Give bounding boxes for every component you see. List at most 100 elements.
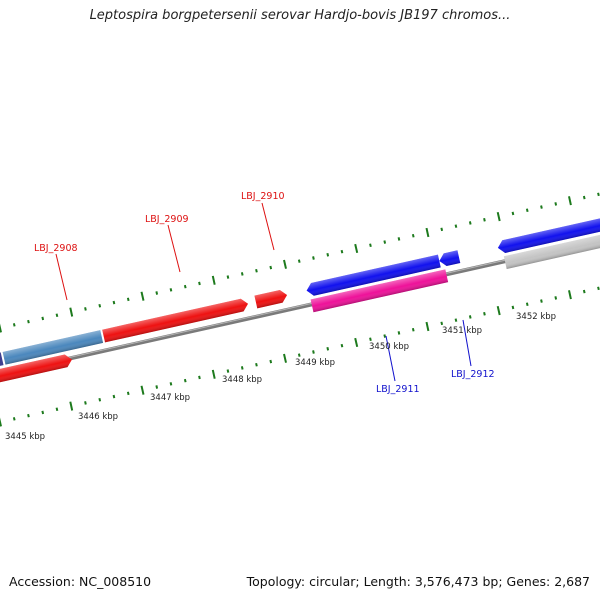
outer-scale-tick	[255, 268, 258, 273]
tick-label-3450: 3450 kbp	[369, 342, 409, 352]
inner-scale-tick	[326, 346, 330, 351]
inner-scale-tick	[525, 302, 529, 307]
outer-scale-tick	[425, 227, 430, 238]
outer-scale-tick	[468, 221, 472, 225]
tick-label-3449: 3449 kbp	[295, 358, 335, 368]
gene-blue-right[interactable]	[496, 212, 600, 254]
outer-scale-tick	[283, 259, 287, 269]
outer-scale-tick	[568, 196, 572, 206]
gene-label-lbj-2912[interactable]: LBJ_2912	[451, 369, 495, 380]
inner-scale-tick	[183, 378, 187, 383]
outer-scale-tick	[126, 297, 130, 302]
outer-scale-tick	[440, 227, 444, 232]
gene-lbj-2908[interactable]	[2, 330, 104, 365]
reverse-track	[305, 212, 600, 313]
outer-scale-tick	[511, 211, 515, 216]
outer-scale-tick	[483, 217, 486, 222]
inner-scale-tick	[568, 290, 572, 300]
gene-lbj-2912[interactable]	[438, 250, 461, 267]
outer-scale-tick	[55, 313, 59, 318]
tick-label-3448: 3448 kbp	[222, 375, 262, 385]
outer-scale-tick	[211, 275, 216, 285]
outer-scale-tick	[0, 323, 2, 333]
inner-scale-tick	[283, 353, 287, 363]
outer-scale-tick	[525, 208, 529, 213]
inner-scale-tick	[496, 305, 501, 316]
inner-scale-tick	[383, 334, 387, 338]
outer-scale-tick	[582, 195, 586, 200]
inner-scale-tick	[169, 382, 173, 386]
feature-grey-right[interactable]	[503, 227, 600, 269]
inner-scale-tick	[255, 362, 258, 367]
gene-lbj-2910[interactable]	[254, 289, 288, 309]
gene-lbj-2911[interactable]	[310, 269, 449, 313]
genome-summary-text: Topology: circular; Length: 3,576,473 bp…	[246, 574, 590, 589]
inner-scale-tick	[411, 327, 415, 332]
inner-scale-tick	[41, 410, 45, 415]
outer-scale-tick	[27, 319, 30, 324]
outer-scale-tick	[496, 211, 501, 222]
outer-scale-tick	[269, 265, 273, 270]
inner-scale-tick	[198, 375, 201, 380]
inner-scale-tick	[0, 417, 2, 427]
gene-label-lbj-2909[interactable]: LBJ_2909	[145, 214, 189, 225]
gene-fwd-red-left[interactable]	[0, 353, 73, 389]
outer-scale-tick	[597, 192, 600, 197]
outer-scale-tick	[326, 252, 330, 257]
inner-scale-tick	[540, 299, 543, 303]
outer-scale-tick	[340, 249, 344, 254]
tick-label-3451: 3451 kbp	[442, 326, 482, 336]
inner-scale-tick	[425, 321, 430, 332]
outer-scale-tick	[226, 275, 230, 279]
inner-scale-tick	[312, 350, 315, 354]
gene-label-lbj-2911[interactable]: LBJ_2911	[376, 384, 420, 395]
inner-scale-tick	[155, 385, 159, 389]
inner-scale-tick	[511, 305, 515, 310]
inner-scale-tick	[126, 391, 130, 396]
map-title: Leptospira borgpetersenii serovar Hardjo…	[89, 8, 511, 23]
inner-scale-tick	[554, 296, 558, 300]
outer-scale-tick	[84, 307, 87, 311]
outer-scale-tick	[354, 243, 359, 254]
inner-scale-tick	[582, 289, 586, 294]
inner-scale-tick	[454, 318, 458, 322]
inner-scale-ticks	[0, 286, 600, 427]
inner-scale-tick	[468, 315, 472, 319]
accession-text: Accession: NC_008510	[9, 574, 152, 589]
outer-scale-tick	[183, 284, 187, 289]
outer-scale-tick	[98, 303, 102, 308]
gene-label-lbj-2908[interactable]: LBJ_2908	[34, 243, 78, 254]
outer-scale-tick	[540, 205, 543, 209]
sequence-backbone	[0, 238, 600, 376]
outer-scale-tick	[12, 323, 16, 327]
outer-scale-tick	[411, 233, 415, 238]
outer-scale-tick	[240, 272, 244, 276]
inner-scale-tick	[55, 407, 59, 412]
gene-lbj-2909[interactable]	[102, 297, 249, 343]
outer-scale-tick	[41, 316, 45, 321]
outer-scale-tick	[69, 307, 74, 317]
tick-label-3452: 3452 kbp	[516, 312, 556, 322]
forward-track	[0, 289, 288, 389]
outer-scale-tick	[312, 256, 315, 260]
inner-scale-tick	[297, 353, 301, 357]
outer-scale-tick	[140, 291, 145, 301]
outer-scale-tick	[383, 240, 387, 244]
inner-scale-tick	[84, 401, 87, 405]
gene-lbj-2911-upper[interactable]	[305, 254, 441, 297]
inner-scale-tick	[269, 359, 273, 364]
outer-scale-tick	[554, 202, 558, 206]
tick-label-3445: 3445 kbp	[5, 432, 45, 442]
inner-scale-tick	[112, 394, 116, 399]
gene-label-lbj-2910[interactable]: LBJ_2910	[241, 191, 285, 202]
outer-scale-tick	[112, 300, 116, 305]
inner-scale-tick	[483, 311, 486, 316]
inner-scale-tick	[98, 397, 102, 402]
inner-scale-tick	[12, 417, 16, 421]
inner-scale-tick	[69, 401, 74, 411]
inner-scale-tick	[226, 369, 230, 373]
outer-scale-tick	[397, 237, 401, 241]
outer-scale-tick	[297, 259, 301, 263]
sequence-backbone-highlight	[0, 238, 600, 374]
